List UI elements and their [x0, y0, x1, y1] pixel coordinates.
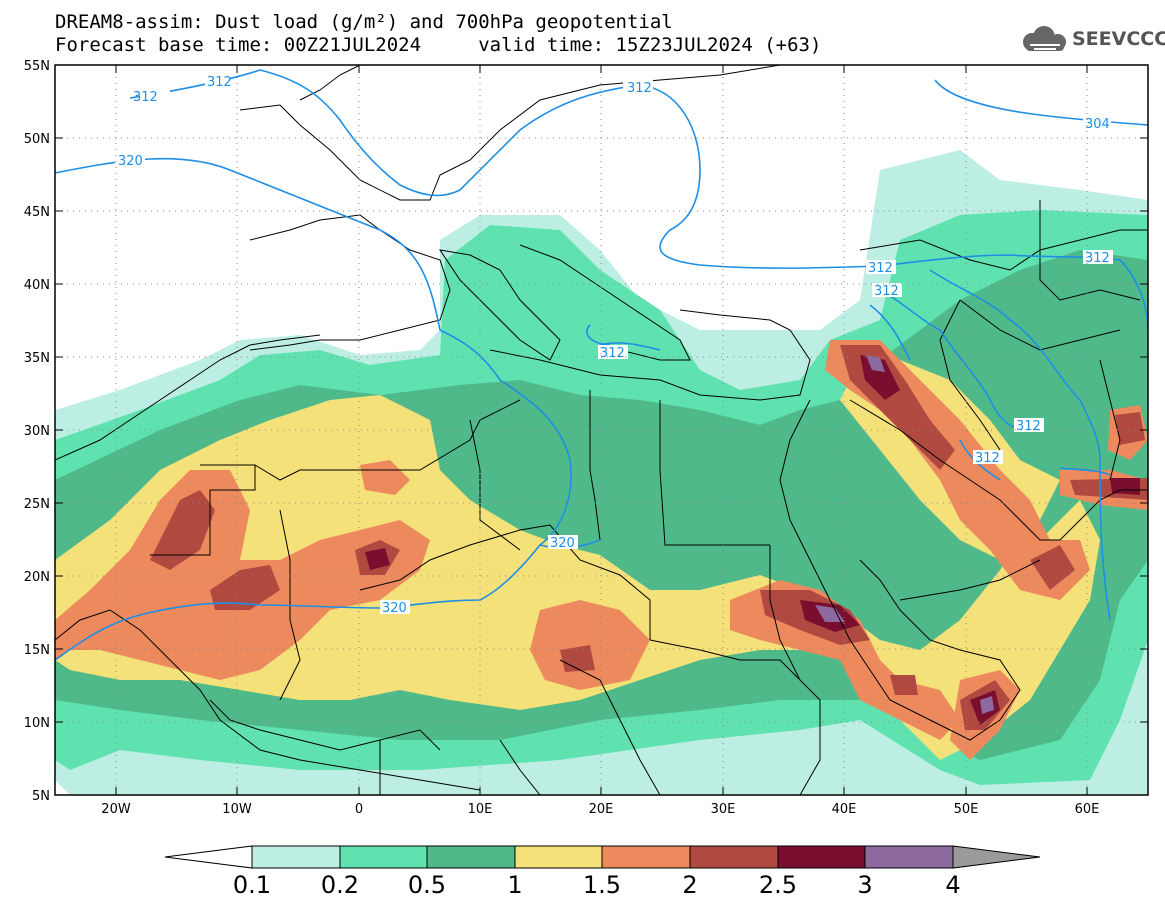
- lat-tick: 15N: [24, 643, 50, 658]
- lat-tick: 40N: [24, 278, 50, 293]
- lat-tick: 25N: [24, 497, 50, 512]
- colorbar-swatch: [514, 845, 603, 869]
- lon-tick: 40E: [832, 802, 857, 817]
- map-subtitle: Forecast base time: 00Z21JUL2024 valid t…: [55, 34, 822, 56]
- colorbar-swatch: [689, 845, 779, 869]
- colorbar-swatch: [251, 845, 341, 869]
- lon-tick: 10E: [468, 802, 493, 817]
- contour-label: 312: [874, 284, 899, 299]
- colorbar-label: 2.5: [759, 871, 797, 899]
- lat-tick: 10N: [24, 716, 50, 731]
- lat-tick: 45N: [24, 205, 50, 220]
- contour-label: 312: [1016, 419, 1041, 434]
- colorbar-swatch: [864, 845, 954, 869]
- contour-label: 312: [1085, 251, 1110, 266]
- dust-field: 312 312 312 304 320 312 312 312 312 312 …: [55, 65, 1148, 795]
- lon-tick: 50E: [954, 802, 979, 817]
- colorbar-high-arrow: [952, 845, 1041, 869]
- contour-label: 320: [382, 601, 407, 616]
- contour-label: 320: [118, 154, 143, 169]
- colorbar-swatch: [777, 845, 866, 869]
- lon-tick: 0: [355, 802, 363, 817]
- lat-tick: 5N: [32, 789, 50, 804]
- lat-tick: 55N: [24, 59, 50, 74]
- latitude-labels: 55N 50N 45N 40N 35N 30N 25N 20N 15N 10N …: [24, 59, 50, 804]
- colorbar-label: 0.5: [408, 871, 446, 899]
- lon-tick: 60E: [1075, 802, 1100, 817]
- longitude-labels: 20W 10W 0 10E 20E 30E 40E 50E 60E: [101, 802, 1099, 817]
- colorbar-label: 4: [945, 871, 960, 899]
- colorbar-label: 2: [682, 871, 697, 899]
- colorbar-label: 3: [857, 871, 872, 899]
- colorbar-swatch: [426, 845, 516, 869]
- contour-label: 312: [133, 90, 158, 105]
- colorbar-swatch: [601, 845, 691, 869]
- seevccc-logo-icon: [1023, 26, 1066, 51]
- colorbar-label: 1: [507, 871, 522, 899]
- colorbar-label: 0.2: [321, 871, 359, 899]
- contour-label: 304: [1085, 117, 1110, 132]
- map-title: DREAM8-assim: Dust load (g/m²) and 700hP…: [55, 11, 673, 33]
- contour-labels: 312 312 312 304 320 312 312 312 312 312 …: [115, 74, 1113, 616]
- contour-label: 312: [600, 346, 625, 361]
- colorbar-low-arrow: [164, 845, 253, 869]
- contour-label: 312: [627, 81, 652, 96]
- lat-tick: 20N: [24, 570, 50, 585]
- lon-tick: 30E: [711, 802, 736, 817]
- lon-tick: 10W: [222, 802, 252, 817]
- colorbar-label: 0.1: [233, 871, 271, 899]
- colorbar-swatch: [339, 845, 428, 869]
- lat-tick: 35N: [24, 351, 50, 366]
- contour-label: 312: [975, 451, 1000, 466]
- colorbar: 0.1 0.2 0.5 1 1.5 2 2.5 3 4: [164, 845, 1041, 899]
- lon-tick: 20E: [589, 802, 614, 817]
- contour-label: 312: [207, 75, 232, 90]
- contour-label: 312: [868, 261, 893, 276]
- lon-tick: 20W: [101, 802, 131, 817]
- colorbar-label: 1.5: [583, 871, 621, 899]
- logo-text: SEEVCCC: [1072, 28, 1165, 50]
- contour-label: 320: [550, 536, 575, 551]
- lat-tick: 50N: [24, 132, 50, 147]
- lat-tick: 30N: [24, 424, 50, 439]
